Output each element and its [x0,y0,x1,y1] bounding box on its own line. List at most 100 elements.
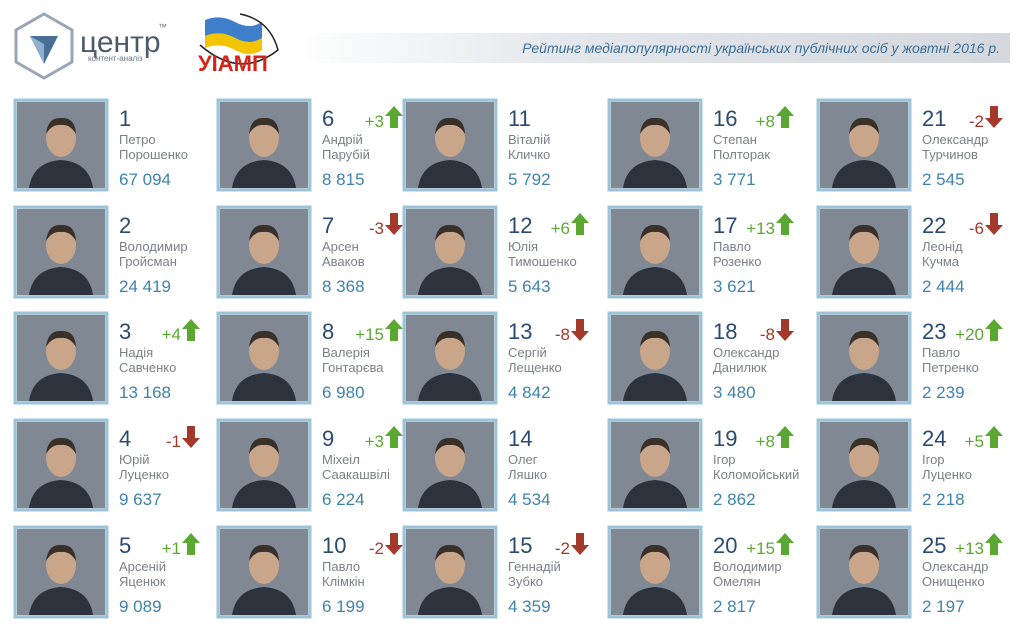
arrow-up [571,213,589,235]
arrow-up [385,319,403,341]
rank: 17 [713,213,737,238]
photo-silhouette [418,267,482,295]
photo-head [249,226,279,264]
photo-head [435,226,465,264]
photo-silhouette [29,373,93,401]
rank-change: +13 [746,219,775,238]
last-name: Тимошенко [508,254,577,269]
logo-tm: ™ [158,22,167,32]
rank-change: +15 [746,539,775,558]
arrow-up [985,533,1003,555]
photo-head [435,119,465,157]
photo-hair [46,117,76,134]
first-name: Павло [922,345,960,360]
arrow-up [385,426,403,448]
rank-change: +8 [756,112,775,131]
photo-head [849,226,879,264]
rank-change: -8 [760,325,775,344]
mentions: 3 621 [713,277,756,296]
last-name: Лещенко [508,360,562,375]
rank: 2 [119,213,131,238]
mentions: 8 815 [322,170,365,189]
arrow-down [571,533,589,555]
photo-hair [435,544,465,561]
mentions: 9 637 [119,490,162,509]
mentions: 6 224 [322,490,365,509]
last-name: Розенко [713,254,761,269]
photo-head [249,119,279,157]
photo-hair [849,117,879,134]
last-name: Ляшко [508,467,547,482]
arrow-up [385,106,403,128]
arrow-down [571,319,589,341]
arrow-up [776,106,794,128]
arrow-up [182,533,200,555]
first-name: Ігор [922,452,945,467]
first-name: Леонід [922,239,963,254]
photo-head [640,546,670,584]
first-name: Павло [713,239,751,254]
first-name: Степан [713,132,757,147]
rank-change: +3 [365,112,384,131]
first-name: Ігор [713,452,736,467]
photo-head [849,119,879,157]
photo-hair [640,224,670,241]
photo-silhouette [623,160,687,188]
first-name: Олександр [713,345,779,360]
mentions: 6 199 [322,597,365,616]
first-name: Валерія [322,345,370,360]
mentions: 13 168 [119,383,171,402]
photo-head [435,439,465,477]
photo-hair [849,544,879,561]
photo-hair [849,330,879,347]
last-name: Яценюк [119,574,166,589]
logo: центр контент-аналіз ™ [14,12,167,80]
photo-silhouette [418,160,482,188]
rank: 21 [922,106,946,131]
rank-change: +5 [965,432,984,451]
photo-silhouette [832,587,896,615]
photo-silhouette [832,480,896,508]
rank-change: -2 [969,112,984,131]
photo-hair [640,544,670,561]
photo-silhouette [623,373,687,401]
rank: 5 [119,533,131,558]
photo-silhouette [232,267,296,295]
mentions: 2 218 [922,490,965,509]
photo-head [849,332,879,370]
first-name: Сергій [508,345,547,360]
arrow-up [776,533,794,555]
rank-change: -3 [369,219,384,238]
photo-silhouette [232,587,296,615]
photo-hair [46,224,76,241]
rank: 9 [322,426,334,451]
last-name: Луценко [922,467,972,482]
last-name: Данилюк [713,360,767,375]
arrow-up [985,319,1003,341]
mentions: 3 771 [713,170,756,189]
mentions: 6 980 [322,383,365,402]
mentions: 2 862 [713,490,756,509]
first-name: Віталій [508,132,550,147]
photo-silhouette [623,267,687,295]
last-name: Гройсман [119,254,177,269]
last-name: Саакашвілі [322,467,390,482]
last-name: Савченко [119,360,176,375]
first-name: Володимир [713,559,782,574]
